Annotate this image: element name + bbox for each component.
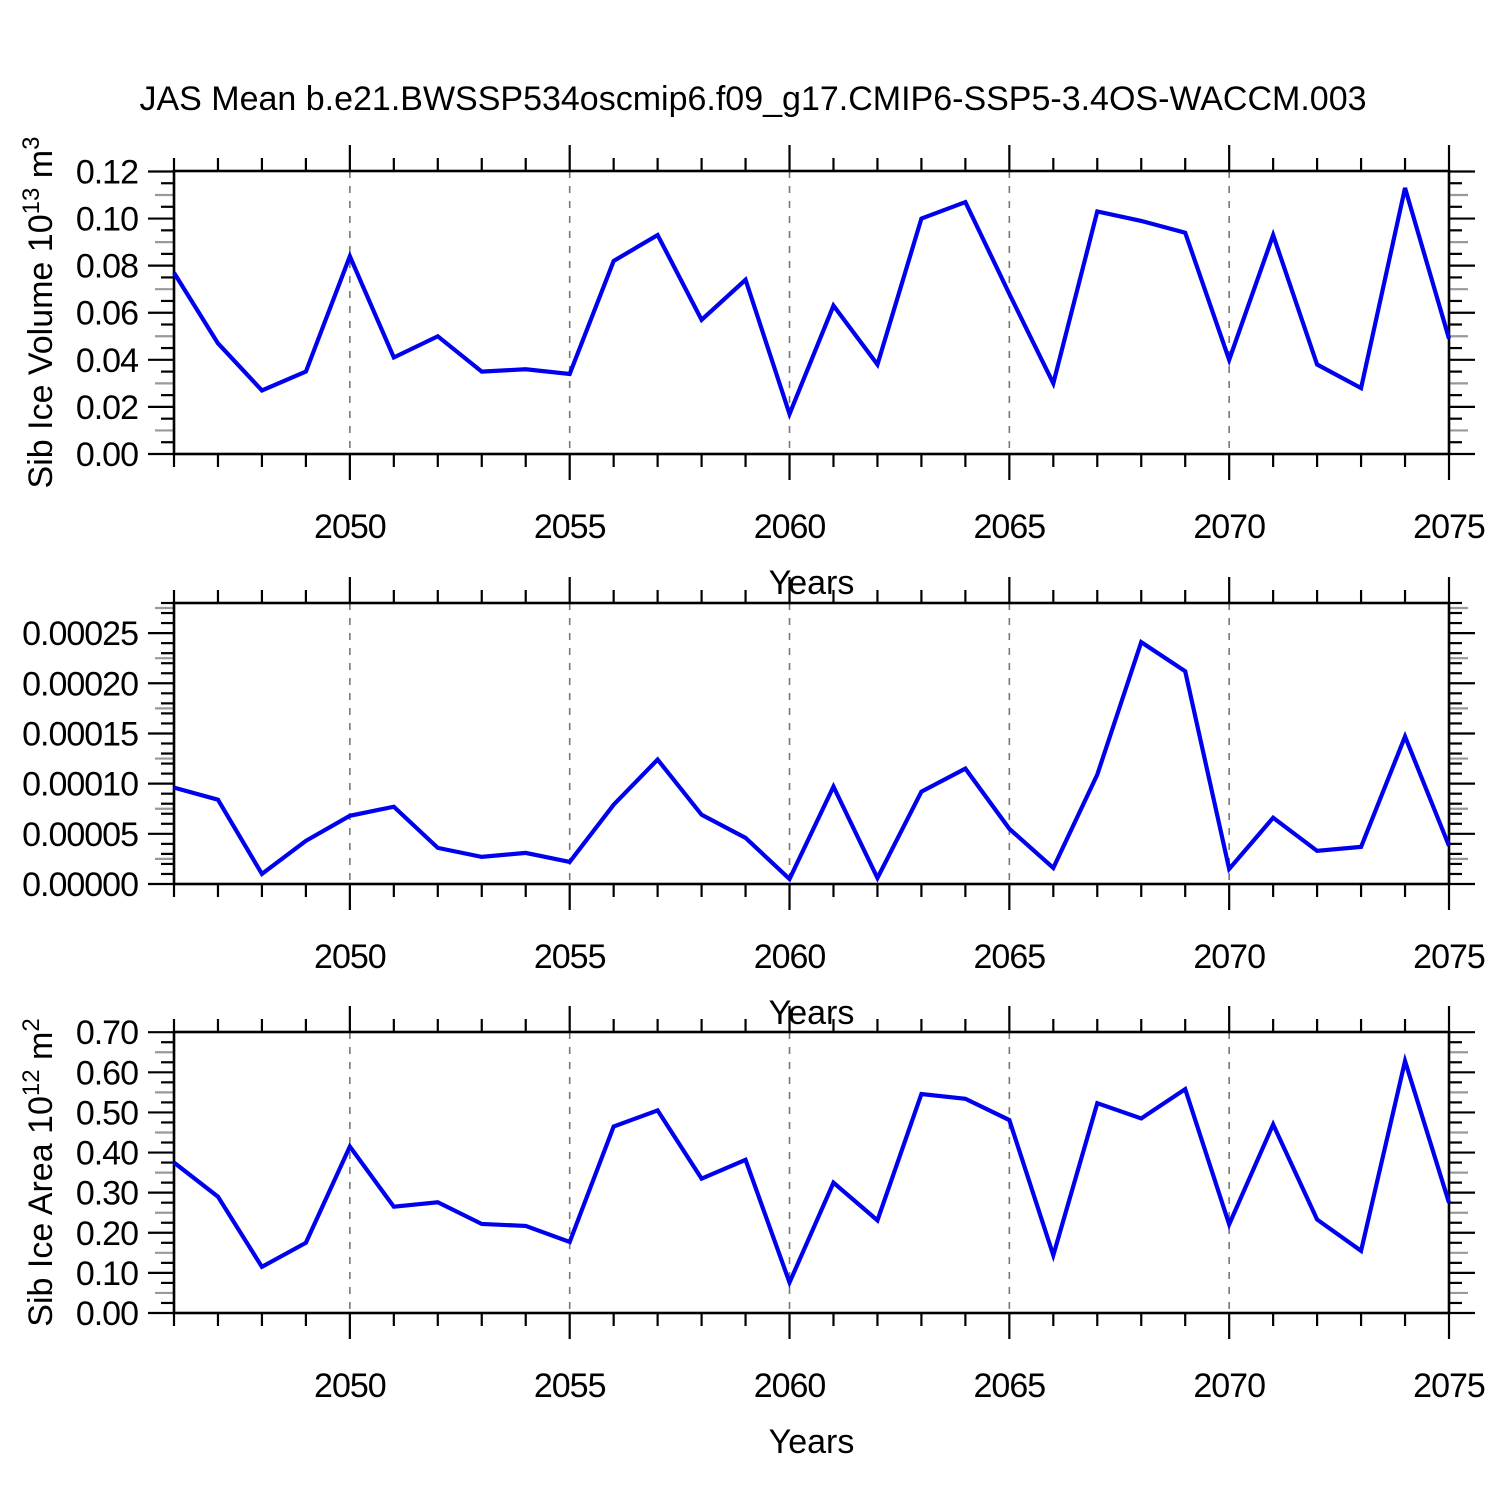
x-axis-title: Years: [769, 564, 855, 602]
series-line-sib-ice-area: [172, 1053, 1452, 1289]
y-tick-label: 0.00000: [22, 866, 138, 904]
plot-border: [172, 169, 1451, 456]
x-tick-label: 2070: [1193, 508, 1265, 546]
y-tick-label: 0.60: [76, 1054, 138, 1092]
y-tick-label: 0.00025: [22, 615, 138, 653]
x-tick-label: 2050: [314, 1367, 386, 1405]
y-tick-label: 0.00010: [22, 766, 138, 804]
y-tick-label: 0.10: [76, 1255, 138, 1293]
y-tick-label: 0.04: [76, 342, 138, 380]
x-tick-label: 2070: [1193, 938, 1265, 976]
panel-sib-ice-middle: 2050 2055 2060 2065 2070 2075 0.00000 0.00005 0.…: [22, 577, 1486, 1032]
y-tick-label: 0.06: [76, 295, 138, 333]
y-tick-label: 0.00: [76, 1295, 138, 1333]
x-tick-label: 2060: [754, 938, 826, 976]
y-axis-title: Sib Ice Area 1012 m2: [18, 1018, 60, 1326]
x-tick-label: 2055: [534, 1367, 606, 1405]
y-tick-label: 0.00020: [22, 665, 138, 703]
figure-title: JAS Mean b.e21.BWSSP534oscmip6.f09_g17.C…: [139, 80, 1366, 118]
panel-sib-ice-volume: 2050 2055 2060 2065 2070 2075 0.00 0.02 0.04 0.06…: [18, 137, 1486, 602]
x-tick-label: 2050: [314, 508, 386, 546]
y-tick-label: 0.70: [76, 1014, 138, 1052]
y-tick-label: 0.50: [76, 1094, 138, 1132]
x-tick-label: 2060: [754, 1367, 826, 1405]
x-tick-label: 2055: [534, 508, 606, 546]
x-tick-label: 2050: [314, 938, 386, 976]
y-tick-label: 0.10: [76, 201, 138, 239]
x-tick-label: 2065: [974, 1367, 1046, 1405]
y-tick-label: 0.12: [76, 153, 138, 191]
y-tick-label: 0.40: [76, 1135, 138, 1173]
y-tick-label: 0.02: [76, 389, 138, 427]
x-axis-title: Years: [769, 1423, 855, 1461]
x-tick-label: 2075: [1413, 508, 1485, 546]
x-tick-label: 2070: [1193, 1367, 1265, 1405]
panel-sib-ice-area: 2050 2055 2060 2065 2070 2075 0.000.100.200.30…: [18, 1006, 1486, 1461]
panels-group: 2050 2055 2060 2065 2070 2075 0.00 0.02 0.04 0.06…: [18, 137, 1486, 1461]
y-axis-title: Sib Ice Volume 1013 m3: [18, 137, 60, 489]
x-tick-label: 2075: [1413, 1367, 1485, 1405]
y-tick-label: 0.00: [76, 436, 138, 474]
plot-border: [172, 601, 1451, 886]
y-tick-label: 0.00015: [22, 715, 138, 753]
y-tick-label: 0.08: [76, 248, 138, 286]
plot-border: [172, 1030, 1451, 1315]
y-tick-label: 0.30: [76, 1175, 138, 1213]
y-tick-label: 0.00005: [22, 816, 138, 854]
x-tick-label: 2065: [974, 508, 1046, 546]
series-line-sib-ice-middle: [173, 638, 1451, 883]
x-axis-title: Years: [769, 994, 855, 1032]
y-tick-label: 0.20: [76, 1215, 138, 1253]
series-line-sib-ice-volume: [172, 187, 1452, 421]
x-tick-label: 2065: [974, 938, 1046, 976]
x-tick-label: 2075: [1413, 938, 1485, 976]
x-tick-label: 2055: [534, 938, 606, 976]
x-tick-label: 2060: [754, 508, 826, 546]
